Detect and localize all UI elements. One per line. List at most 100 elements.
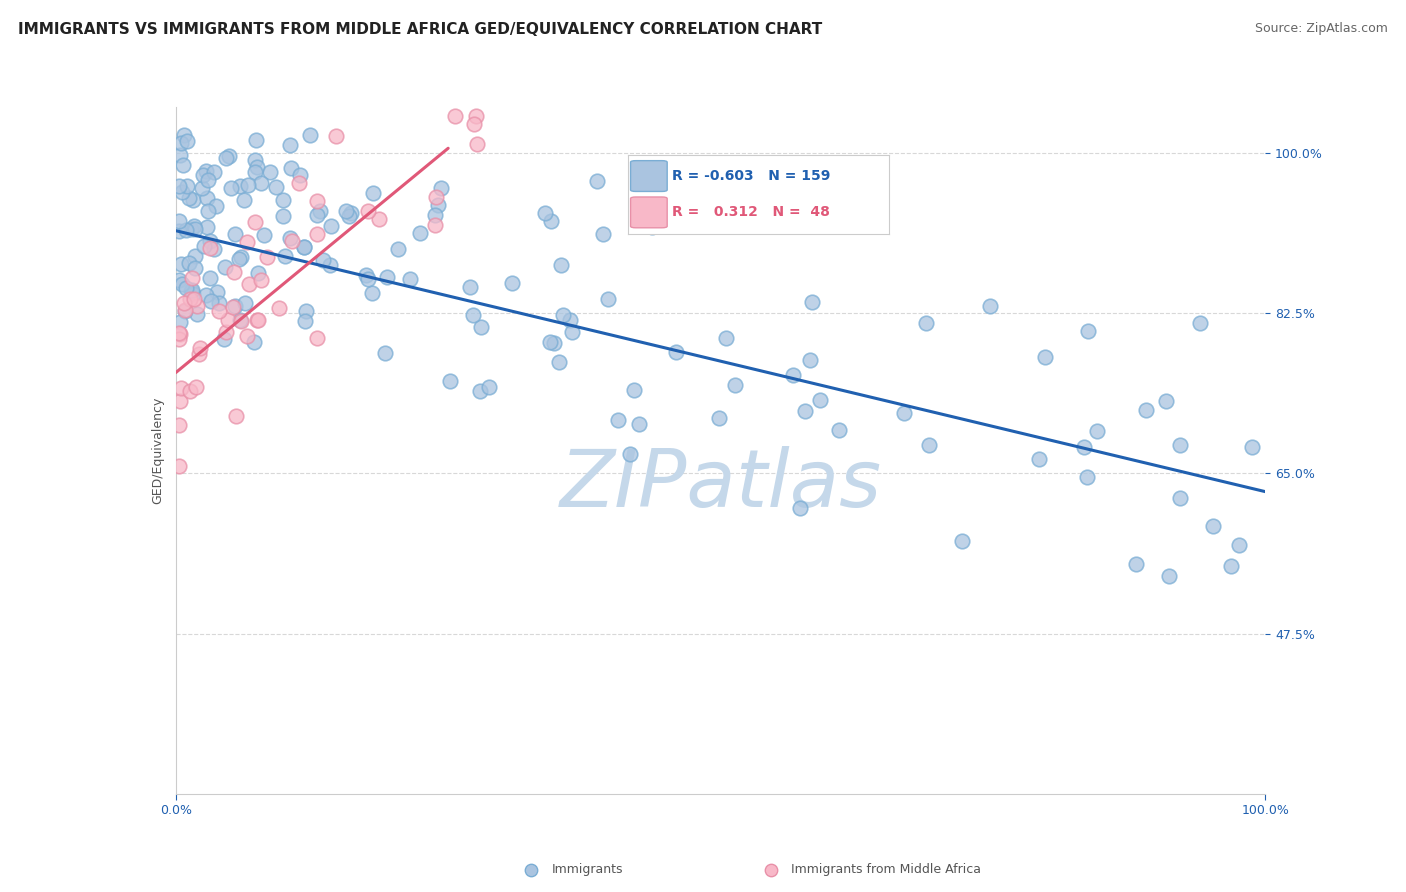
Point bbox=[174, 281, 197, 295]
Point bbox=[288, 176, 311, 190]
Point bbox=[307, 194, 329, 208]
Point bbox=[278, 137, 301, 152]
Point bbox=[1227, 538, 1250, 552]
Point bbox=[176, 134, 198, 148]
Point bbox=[915, 316, 938, 330]
Point bbox=[548, 355, 571, 369]
Point bbox=[409, 226, 432, 240]
Point bbox=[169, 326, 191, 341]
Point bbox=[170, 186, 193, 200]
Point bbox=[294, 314, 316, 328]
Point bbox=[520, 863, 543, 878]
Point bbox=[280, 161, 302, 175]
Point bbox=[222, 265, 245, 279]
Point bbox=[307, 331, 329, 345]
Point bbox=[197, 173, 219, 187]
Point bbox=[1219, 559, 1241, 574]
Point bbox=[235, 329, 257, 343]
Point bbox=[714, 331, 737, 345]
Text: ZIPatlas: ZIPatlas bbox=[560, 446, 882, 524]
Point bbox=[247, 313, 270, 327]
Point bbox=[470, 384, 492, 399]
FancyBboxPatch shape bbox=[630, 197, 668, 227]
Point bbox=[627, 417, 650, 431]
Point bbox=[170, 136, 193, 151]
Point bbox=[215, 325, 238, 339]
Point bbox=[187, 347, 209, 361]
Point bbox=[167, 224, 190, 238]
Point bbox=[167, 272, 190, 286]
Point bbox=[188, 342, 211, 356]
Point bbox=[172, 158, 194, 172]
Point bbox=[221, 181, 243, 195]
Point bbox=[181, 270, 204, 285]
Point bbox=[174, 302, 197, 317]
Point bbox=[665, 344, 688, 359]
Point bbox=[273, 249, 295, 263]
Point bbox=[357, 272, 380, 286]
Point bbox=[245, 133, 267, 147]
Point bbox=[470, 320, 492, 334]
Point bbox=[399, 271, 422, 285]
Point bbox=[361, 286, 384, 301]
Text: Immigrants from Middle Africa: Immigrants from Middle Africa bbox=[792, 863, 981, 876]
Point bbox=[335, 203, 357, 218]
Point bbox=[229, 314, 252, 328]
Point bbox=[205, 285, 228, 299]
Point bbox=[229, 250, 252, 264]
Point bbox=[224, 299, 246, 313]
Point bbox=[243, 334, 266, 349]
Point bbox=[233, 193, 256, 207]
Point bbox=[184, 380, 207, 394]
Point bbox=[233, 295, 256, 310]
Point bbox=[561, 326, 583, 340]
Point bbox=[307, 227, 329, 242]
Text: IMMIGRANTS VS IMMIGRANTS FROM MIDDLE AFRICA GED/EQUIVALENCY CORRELATION CHART: IMMIGRANTS VS IMMIGRANTS FROM MIDDLE AFR… bbox=[18, 22, 823, 37]
Point bbox=[363, 186, 385, 201]
Point bbox=[1159, 568, 1181, 582]
Point bbox=[238, 277, 260, 291]
Point bbox=[169, 315, 191, 329]
Point bbox=[173, 303, 195, 318]
Point bbox=[198, 270, 221, 285]
Point bbox=[374, 346, 396, 360]
Point bbox=[465, 109, 488, 123]
Point bbox=[194, 287, 217, 301]
Point bbox=[1135, 403, 1157, 417]
Point bbox=[709, 411, 731, 425]
Point bbox=[198, 234, 221, 248]
Point bbox=[543, 336, 565, 351]
Point bbox=[214, 332, 236, 346]
Point bbox=[247, 266, 270, 280]
Point bbox=[1125, 557, 1147, 571]
Point bbox=[200, 293, 222, 308]
Point bbox=[215, 151, 238, 165]
Y-axis label: GED/Equivalency: GED/Equivalency bbox=[152, 397, 165, 504]
Point bbox=[177, 256, 200, 270]
Point bbox=[337, 209, 360, 223]
Point bbox=[229, 313, 252, 327]
Point bbox=[538, 334, 561, 349]
Point bbox=[1076, 470, 1098, 484]
Point bbox=[167, 417, 190, 432]
Point bbox=[169, 148, 191, 162]
Point bbox=[724, 378, 747, 392]
Point bbox=[167, 332, 190, 346]
Point bbox=[183, 219, 205, 233]
Point bbox=[191, 180, 214, 194]
Point bbox=[180, 222, 202, 236]
Point bbox=[367, 212, 389, 227]
Point bbox=[264, 180, 287, 194]
Point bbox=[246, 160, 269, 174]
Point bbox=[793, 404, 815, 418]
Point bbox=[298, 128, 321, 142]
Point bbox=[176, 223, 198, 237]
Point bbox=[179, 384, 201, 398]
Point bbox=[950, 533, 973, 548]
Point bbox=[558, 313, 581, 327]
Point bbox=[623, 383, 645, 397]
Point bbox=[1085, 424, 1108, 438]
Point bbox=[271, 194, 294, 208]
Point bbox=[176, 179, 198, 194]
Point bbox=[246, 313, 269, 327]
